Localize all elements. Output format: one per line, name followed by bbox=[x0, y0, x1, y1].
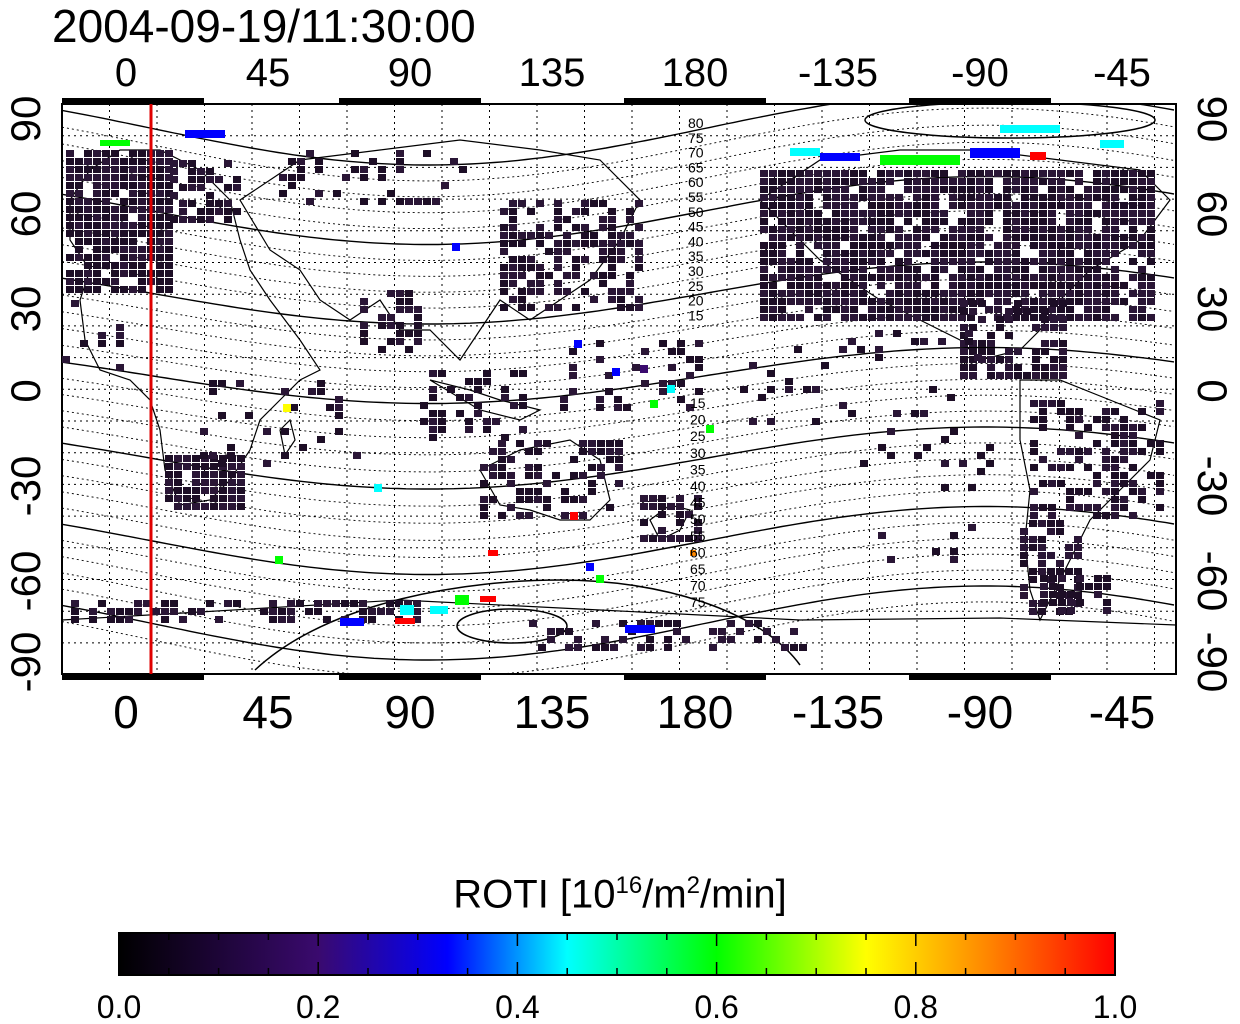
lon-ticks-bottom: 0 45 90 135 180 -135 -90 -45 bbox=[113, 686, 1155, 738]
svg-text:30: 30 bbox=[688, 263, 704, 279]
colorbar-tick-labels: 0.0 0.2 0.4 0.6 0.8 1.0 bbox=[97, 989, 1137, 1024]
svg-text:90: 90 bbox=[384, 686, 435, 738]
svg-text:-30: -30 bbox=[2, 456, 49, 517]
map-frame-bars bbox=[62, 98, 1051, 680]
svg-text:45: 45 bbox=[690, 495, 706, 511]
svg-text:-45: -45 bbox=[1089, 686, 1155, 738]
svg-text:-30: -30 bbox=[1189, 456, 1236, 517]
svg-text:25: 25 bbox=[690, 428, 706, 444]
svg-text:180: 180 bbox=[657, 686, 734, 738]
svg-text:0.6: 0.6 bbox=[694, 989, 738, 1024]
svg-text:45: 45 bbox=[242, 686, 293, 738]
svg-text:0: 0 bbox=[2, 379, 49, 402]
svg-text:-60: -60 bbox=[1189, 551, 1236, 612]
svg-text:15: 15 bbox=[690, 395, 706, 411]
svg-text:0: 0 bbox=[115, 51, 137, 95]
svg-text:55: 55 bbox=[688, 189, 704, 205]
colorbar-title: ROTI [1016/m2/min] bbox=[453, 872, 787, 917]
lat-ticks-right: 90 60 30 0 -30 -60 -90 bbox=[1189, 96, 1236, 693]
south-america-coast bbox=[1019, 379, 1161, 622]
svg-text:35: 35 bbox=[690, 461, 706, 477]
svg-text:-45: -45 bbox=[1093, 51, 1151, 95]
svg-text:-135: -135 bbox=[798, 51, 878, 95]
svg-text:90: 90 bbox=[2, 96, 49, 143]
lon-ticks-top: 0 45 90 135 180 -135 -90 -45 bbox=[115, 51, 1151, 95]
lat-ticks-left: 90 60 30 0 -30 -60 -90 bbox=[2, 96, 49, 693]
svg-text:30: 30 bbox=[690, 445, 706, 461]
svg-text:55: 55 bbox=[690, 528, 706, 544]
svg-text:135: 135 bbox=[519, 51, 586, 95]
svg-text:35: 35 bbox=[688, 248, 704, 264]
svg-text:75: 75 bbox=[688, 130, 704, 146]
svg-text:20: 20 bbox=[690, 412, 706, 428]
svg-text:-60: -60 bbox=[2, 551, 49, 612]
svg-text:0.2: 0.2 bbox=[296, 989, 340, 1024]
svg-text:1.0: 1.0 bbox=[1093, 989, 1137, 1024]
svg-text:60: 60 bbox=[1189, 191, 1236, 238]
svg-text:60: 60 bbox=[688, 174, 704, 190]
svg-text:25: 25 bbox=[688, 278, 704, 294]
svg-text:40: 40 bbox=[690, 478, 706, 494]
svg-text:60: 60 bbox=[2, 191, 49, 238]
svg-text:30: 30 bbox=[1189, 286, 1236, 333]
svg-text:180: 180 bbox=[662, 51, 729, 95]
svg-text:60: 60 bbox=[690, 544, 706, 560]
svg-text:135: 135 bbox=[514, 686, 591, 738]
colorbar-ticks bbox=[118, 933, 1116, 975]
svg-text:-90: -90 bbox=[947, 686, 1013, 738]
svg-text:90: 90 bbox=[1189, 96, 1236, 143]
svg-text:-90: -90 bbox=[951, 51, 1009, 95]
asia-coast bbox=[239, 139, 641, 361]
svg-text:70: 70 bbox=[690, 578, 706, 594]
svg-text:50: 50 bbox=[688, 204, 704, 220]
svg-text:45: 45 bbox=[688, 219, 704, 235]
svg-text:65: 65 bbox=[690, 561, 706, 577]
map-grid bbox=[62, 104, 1176, 674]
svg-text:0: 0 bbox=[1189, 379, 1236, 402]
svg-text:45: 45 bbox=[246, 51, 291, 95]
svg-text:90: 90 bbox=[388, 51, 433, 95]
madagascar-coast bbox=[279, 418, 296, 457]
timestamp: 2004-09-19/11:30:00 bbox=[52, 0, 476, 52]
svg-text:-90: -90 bbox=[1189, 632, 1236, 693]
africa-europe-coast bbox=[69, 149, 321, 506]
svg-text:15: 15 bbox=[688, 307, 704, 323]
roti-data-cells bbox=[62, 125, 1164, 651]
svg-text:20: 20 bbox=[688, 293, 704, 309]
contour-labels: 8075706560555045403530252015152025303540… bbox=[688, 115, 706, 610]
svg-text:-135: -135 bbox=[792, 686, 884, 738]
svg-text:0.8: 0.8 bbox=[894, 989, 938, 1024]
svg-text:80: 80 bbox=[688, 115, 704, 131]
svg-text:0.0: 0.0 bbox=[97, 989, 141, 1024]
svg-text:75: 75 bbox=[690, 594, 706, 610]
svg-text:65: 65 bbox=[688, 159, 704, 175]
svg-text:30: 30 bbox=[2, 286, 49, 333]
svg-text:-90: -90 bbox=[2, 632, 49, 693]
svg-text:0.4: 0.4 bbox=[495, 989, 539, 1024]
svg-text:50: 50 bbox=[690, 511, 706, 527]
svg-text:70: 70 bbox=[688, 145, 704, 161]
svg-text:0: 0 bbox=[113, 686, 139, 738]
svg-text:40: 40 bbox=[688, 233, 704, 249]
